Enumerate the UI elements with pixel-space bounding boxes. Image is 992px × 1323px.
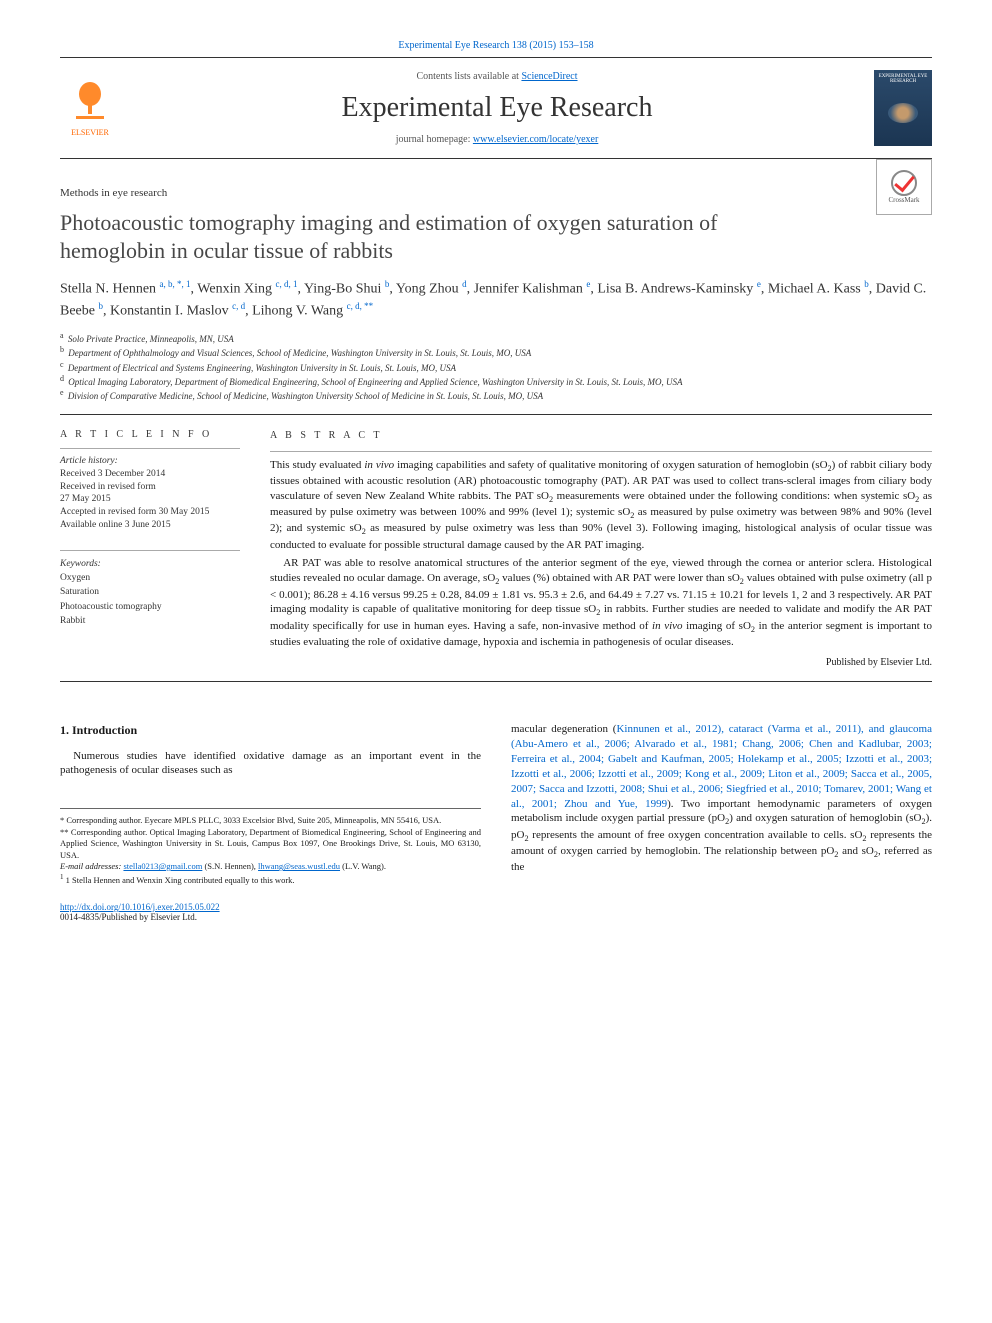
abstract-p1: This study evaluated in vivo imaging cap… [270,458,932,553]
abstract-column: A B S T R A C T This study evaluated in … [270,429,932,669]
abstract-heading: A B S T R A C T [270,429,932,443]
publisher-name: ELSEVIER [71,128,109,137]
homepage-link[interactable]: www.elsevier.com/locate/yexer [473,134,598,145]
email-who-1: (S.N. Hennen), [202,861,258,871]
authors: Stella N. Hennen a, b, *, 1, Wenxin Xing… [60,278,932,321]
journal-name: Experimental Eye Research [120,92,874,124]
tree-icon [72,80,108,128]
crossmark-badge[interactable]: CrossMark [876,159,932,215]
email-who-2: (L.V. Wang). [340,861,386,871]
equal-contribution-note: 1 1 Stella Hennen and Wenxin Xing contri… [60,873,481,886]
masthead: ELSEVIER Contents lists available at Sci… [60,62,932,154]
journal-cover-thumb: EXPERIMENTAL EYE RESEARCH [874,70,932,146]
abstract-publisher-line: Published by Elsevier Ltd. [270,656,932,670]
sciencedirect-link[interactable]: ScienceDirect [521,71,577,82]
email-label: E-mail addresses: [60,861,123,871]
body-col-right: macular degeneration (Kinnunen et al., 2… [511,722,932,886]
body-columns: 1. Introduction Numerous studies have id… [60,722,932,886]
rule-below-masthead [60,158,932,159]
keywords-label: Keywords: [60,559,101,569]
section-label: Methods in eye research [60,187,932,199]
article-info-column: A R T I C L E I N F O Article history: R… [60,429,240,669]
history-label: Article history: [60,456,118,466]
crossmark-icon [891,170,917,196]
rule-above-info [60,414,932,415]
cover-title: EXPERIMENTAL EYE RESEARCH [878,74,928,84]
contents-prefix: Contents lists available at [416,71,521,82]
corresponding-author-2: ** Corresponding author. Optical Imaging… [60,827,481,861]
contrib-text: 1 Stella Hennen and Wenxin Xing contribu… [66,874,295,884]
history-lines: Received 3 December 2014Received in revi… [60,469,209,530]
rule-top [60,57,932,58]
email-addresses: E-mail addresses: stella0213@gmail.com (… [60,861,481,872]
article-info-heading: A R T I C L E I N F O [60,429,240,440]
homepage-line: journal homepage: www.elsevier.com/locat… [120,134,874,145]
copyright-line: 0014-4835/Published by Elsevier Ltd. [60,912,197,922]
footnotes: * Corresponding author. Eyecare MPLS PLL… [60,808,481,886]
email-link-1[interactable]: stella0213@gmail.com [123,861,202,871]
contents-line: Contents lists available at ScienceDirec… [120,71,874,82]
body-col2-paragraph: macular degeneration (Kinnunen et al., 2… [511,722,932,875]
abstract-p2: AR PAT was able to resolve anatomical st… [270,556,932,649]
article-title: Photoacoustic tomography imaging and est… [60,209,820,264]
keyword-lines: OxygenSaturationPhotoacoustic tomography… [60,573,162,626]
intro-paragraph: Numerous studies have identified oxidati… [60,749,481,779]
journal-citation: Experimental Eye Research 138 (2015) 153… [60,40,932,51]
affiliations: a Solo Private Practice, Minneapolis, MN… [60,331,932,402]
doi-link[interactable]: http://dx.doi.org/10.1016/j.exer.2015.05… [60,902,220,912]
crossmark-label: CrossMark [888,196,919,204]
email-link-2[interactable]: lhwang@seas.wustl.edu [258,861,340,871]
corresponding-author-1: * Corresponding author. Eyecare MPLS PLL… [60,815,481,826]
rule-below-abstract [60,681,932,682]
bottom-block: http://dx.doi.org/10.1016/j.exer.2015.05… [60,902,932,922]
homepage-prefix: journal homepage: [396,134,473,145]
introduction-heading: 1. Introduction [60,722,481,738]
elsevier-logo[interactable]: ELSEVIER [60,73,120,143]
body-col-left: 1. Introduction Numerous studies have id… [60,722,481,886]
cover-eye-graphic [888,103,918,123]
